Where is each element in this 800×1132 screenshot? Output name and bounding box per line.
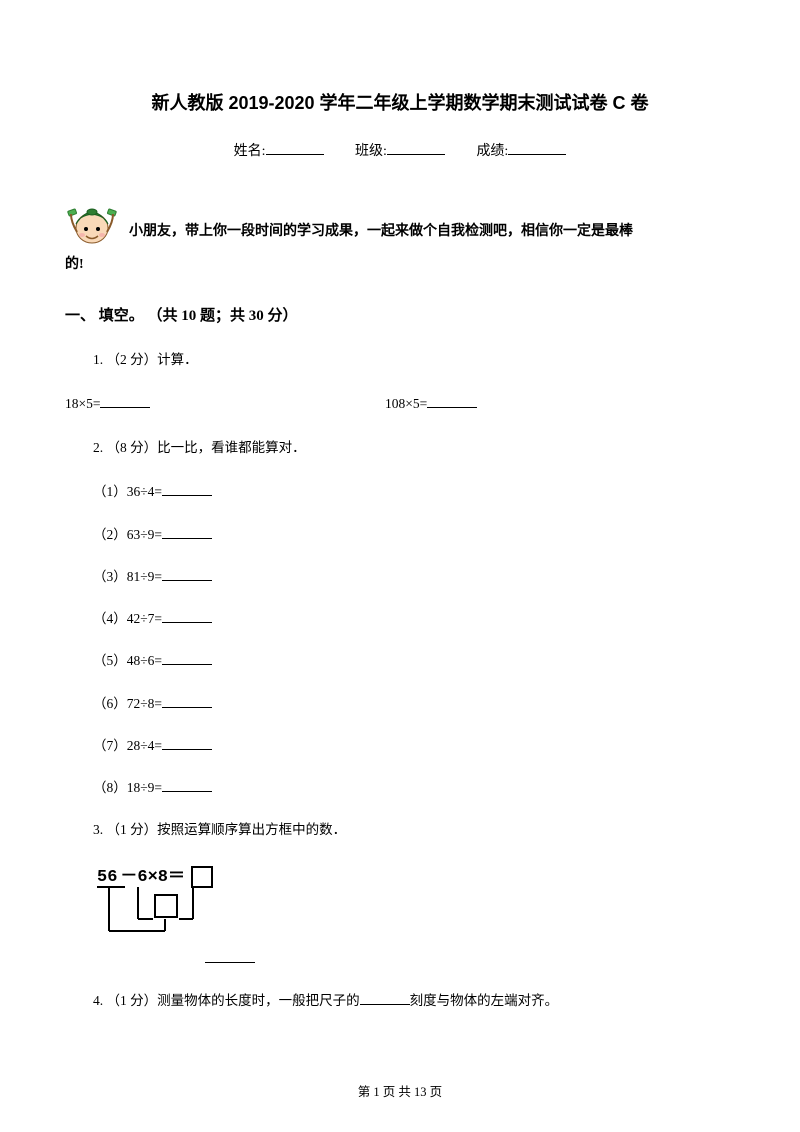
q2-item-4-blank[interactable] bbox=[162, 611, 212, 623]
q2-item-7: （7）28÷4= bbox=[93, 736, 735, 756]
section-1-heading: 一、 填空。 （共 10 题；共 30 分） bbox=[65, 305, 735, 328]
class-label: 班级: bbox=[355, 144, 387, 159]
q2-item-7-blank[interactable] bbox=[162, 738, 212, 750]
q4-stem-a: 4. （1 分）测量物体的长度时，一般把尺子的 bbox=[93, 993, 360, 1008]
q2-stem: 2. （8 分）比一比，看谁都能算对． bbox=[93, 438, 735, 458]
q2-item-5: （5）48÷6= bbox=[93, 651, 735, 671]
q2-item-4: （4）42÷7= bbox=[93, 609, 735, 629]
q1-left: 18×5= bbox=[65, 396, 100, 411]
q1-row: 18×5= 108×5= bbox=[65, 394, 735, 414]
q2-item-5-text: （5）48÷6= bbox=[93, 653, 162, 668]
q2-item-3: （3）81÷9= bbox=[93, 567, 735, 587]
q3-expr-b: －6×8＝ bbox=[120, 865, 185, 891]
q2-item-8-text: （8）18÷9= bbox=[93, 780, 162, 795]
q4-stem-b: 刻度与物体的左端对齐。 bbox=[410, 993, 559, 1008]
q2-item-8-blank[interactable] bbox=[162, 780, 212, 792]
q2-item-3-blank[interactable] bbox=[162, 569, 212, 581]
q4-blank[interactable] bbox=[360, 993, 410, 1005]
encouragement-text-2: 的! bbox=[65, 254, 735, 275]
page-footer: 第 1 页 共 13 页 bbox=[0, 1083, 800, 1102]
q2-item-6-blank[interactable] bbox=[162, 696, 212, 708]
q2-item-1-blank[interactable] bbox=[162, 484, 212, 496]
q1-right: 108×5= bbox=[385, 396, 427, 411]
q3-answer-box[interactable] bbox=[191, 866, 213, 888]
q1-left-blank[interactable] bbox=[100, 396, 150, 408]
q2-item-7-text: （7）28÷4= bbox=[93, 738, 162, 753]
q1-stem: 1. （2 分）计算． bbox=[93, 350, 735, 370]
q2-item-1-text: （1）36÷4= bbox=[93, 484, 162, 499]
name-blank[interactable] bbox=[266, 141, 324, 155]
q2-item-2: （2）63÷9= bbox=[93, 525, 735, 545]
q2-item-1: （1）36÷4= bbox=[93, 482, 735, 502]
score-blank[interactable] bbox=[508, 141, 566, 155]
encouragement-row: 小朋友，带上你一段时间的学习成果，一起来做个自我检测吧，相信你一定是最棒 bbox=[65, 188, 735, 248]
q2-item-3-text: （3）81÷9= bbox=[93, 569, 162, 584]
q3-expression: 56－6×8＝ bbox=[97, 865, 213, 891]
q2-item-2-text: （2）63÷9= bbox=[93, 527, 162, 542]
q2-item-6: （6）72÷8= bbox=[93, 694, 735, 714]
student-info-row: 姓名: 班级: 成绩: bbox=[65, 141, 735, 162]
q2-item-2-blank[interactable] bbox=[162, 527, 212, 539]
q2-item-4-text: （4）42÷7= bbox=[93, 611, 162, 626]
q3-diagram: 56－6×8＝ bbox=[93, 865, 293, 937]
page-number: 第 1 页 共 13 页 bbox=[358, 1085, 442, 1099]
q1-right-blank[interactable] bbox=[427, 396, 477, 408]
q3-expr-a: 56 bbox=[97, 865, 117, 891]
mascot-icon bbox=[65, 188, 119, 248]
name-label: 姓名: bbox=[234, 144, 266, 159]
q2-item-6-text: （6）72÷8= bbox=[93, 696, 162, 711]
class-blank[interactable] bbox=[387, 141, 445, 155]
q3-extra-blank-row bbox=[65, 949, 735, 969]
q2-item-8: （8）18÷9= bbox=[93, 778, 735, 798]
score-label: 成绩: bbox=[476, 144, 508, 159]
q3-stem: 3. （1 分）按照运算顺序算出方框中的数． bbox=[93, 820, 735, 840]
exam-title: 新人教版 2019-2020 学年二年级上学期数学期末测试试卷 C 卷 bbox=[65, 90, 735, 117]
q4-stem: 4. （1 分）测量物体的长度时，一般把尺子的 刻度与物体的左端对齐。 bbox=[93, 991, 735, 1011]
encouragement-text-1: 小朋友，带上你一段时间的学习成果，一起来做个自我检测吧，相信你一定是最棒 bbox=[129, 217, 633, 248]
q3-extra-blank[interactable] bbox=[205, 951, 255, 963]
q2-item-5-blank[interactable] bbox=[162, 653, 212, 665]
